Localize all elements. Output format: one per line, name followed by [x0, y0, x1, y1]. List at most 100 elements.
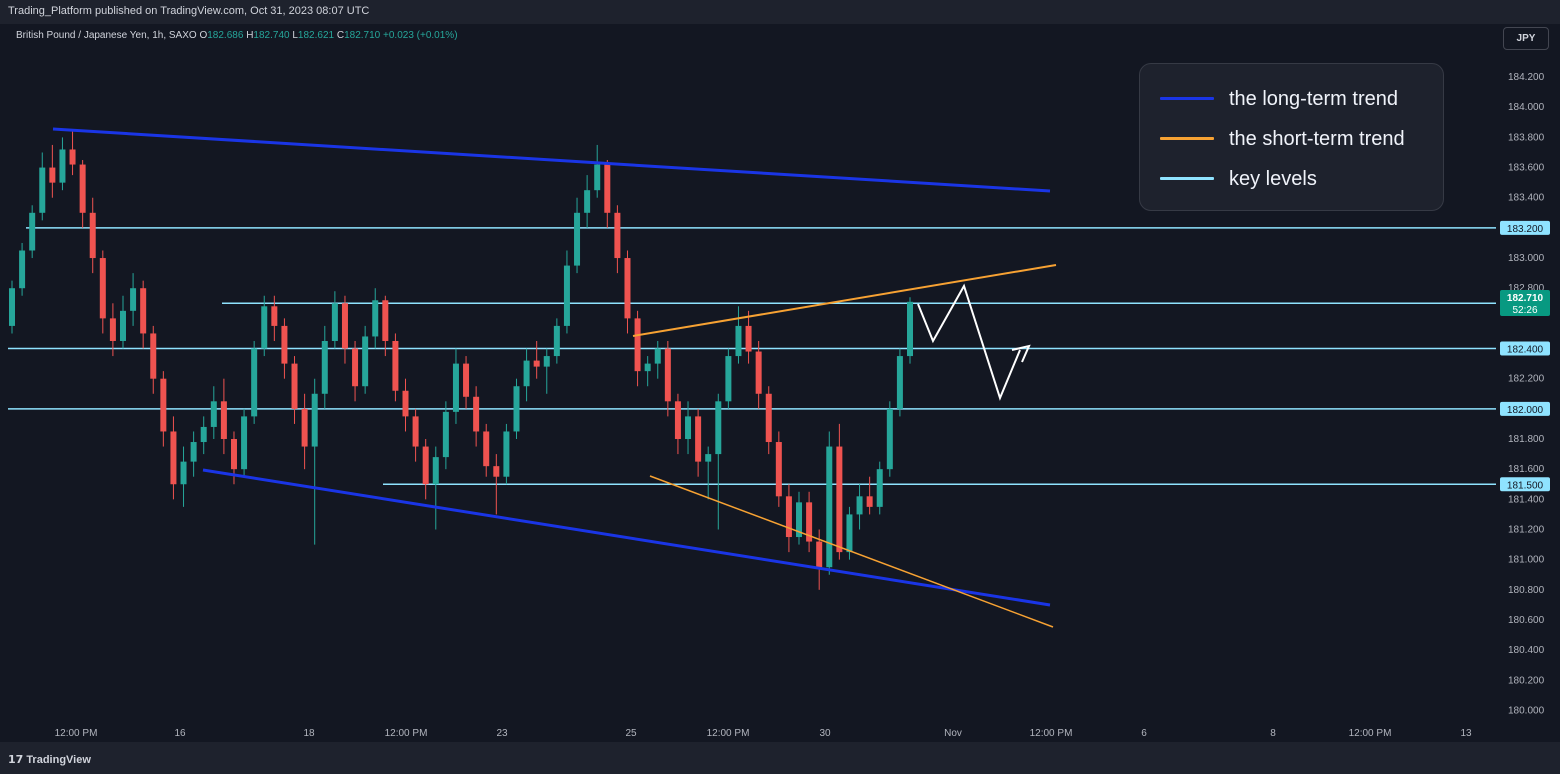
y-tick-label: 183.800 [1508, 132, 1545, 143]
candle-body [735, 325, 742, 357]
candle-body [543, 356, 550, 367]
candle-body [271, 306, 278, 326]
x-tick-label: 13 [1460, 728, 1472, 739]
candle-body [170, 431, 177, 485]
candle-body [311, 393, 318, 447]
candle-body [341, 303, 348, 349]
instrument-name: British Pound / Japanese Yen, 1h, SAXO [16, 30, 197, 41]
long-term-trend-upper [52, 127, 1051, 193]
candle-body [49, 167, 56, 183]
candle-body [674, 401, 681, 440]
candle-body [785, 496, 792, 538]
candle-body [614, 212, 621, 259]
key-level-badge [1500, 401, 1550, 416]
y-tick-label: 181.200 [1508, 524, 1545, 535]
footer-bar: 𝟭𝟳 TradingView [0, 742, 1560, 774]
candle-body [816, 541, 823, 568]
short-term-trend-upper [632, 264, 1057, 337]
candle-body [180, 461, 187, 485]
y-tick-label: 181.800 [1508, 434, 1545, 445]
candle-body [412, 416, 419, 447]
currency-button[interactable]: JPY [1503, 27, 1549, 50]
x-tick-label: 25 [625, 728, 637, 739]
key-level-badge [1500, 477, 1550, 492]
legend-swatch-long-term [1160, 97, 1214, 100]
candle-body [241, 416, 248, 470]
candle-body [563, 265, 570, 326]
candle-body [29, 212, 36, 251]
y-tick-label: 181.600 [1508, 464, 1545, 475]
candle-body [39, 167, 46, 213]
candle-body [251, 348, 258, 417]
candle-body [352, 348, 359, 387]
open-value: 182.686 [207, 30, 244, 41]
legend-label-long-term: the long-term trend [1229, 88, 1398, 110]
change-value: +0.023 (+0.01%) [383, 30, 458, 41]
current-price-countdown: 52:26 [1512, 305, 1537, 316]
candle-body [402, 390, 409, 417]
x-tick-label: 12:00 PM [707, 728, 750, 739]
high-label: H [246, 30, 254, 41]
candle-body [89, 212, 96, 259]
candle-body [230, 439, 237, 470]
candle-body [624, 258, 631, 319]
candle-body [553, 325, 560, 357]
candle-body [69, 149, 76, 165]
candle-body [806, 502, 813, 542]
candle-body [210, 401, 217, 427]
candle-body [422, 446, 429, 485]
candle-body [836, 446, 843, 553]
candle-body [523, 360, 530, 387]
candle-body [19, 250, 26, 289]
open-label: O [199, 30, 208, 41]
projection-arrowhead [1011, 344, 1031, 363]
candle-body [473, 396, 480, 432]
candle-body [695, 416, 702, 462]
candle-body [382, 300, 389, 341]
candle-body [856, 496, 863, 515]
legend-swatch-key-levels [1160, 177, 1214, 180]
x-tick-label: 23 [496, 728, 508, 739]
candle-body [261, 306, 268, 349]
instrument-legend: British Pound / Japanese Yen, 1h, SAXO O… [16, 30, 458, 41]
candle-body [745, 325, 752, 352]
footer-brand: TradingView [26, 754, 91, 766]
candle-body [866, 496, 873, 507]
candle-body [190, 442, 197, 462]
candle-body [907, 301, 913, 357]
y-tick-label: 180.600 [1508, 615, 1545, 626]
candle-body [321, 340, 328, 394]
candle-body [331, 303, 338, 341]
x-tick-label: 12:00 PM [1030, 728, 1073, 739]
candle-body [493, 466, 500, 477]
candle-body [281, 325, 288, 364]
candle-body [372, 300, 379, 337]
tradingview-logo[interactable]: 𝟭𝟳 TradingView [8, 753, 91, 766]
key-level-label: 182.000 [1507, 405, 1544, 416]
candle-body [664, 348, 671, 402]
trend-legend-box: the long-term trend the short-term trend… [1139, 63, 1444, 211]
x-tick-label: 12:00 PM [1349, 728, 1392, 739]
candle-body [503, 431, 510, 477]
candle-body [574, 212, 581, 266]
candle-body [99, 258, 106, 319]
candle-body [876, 469, 883, 507]
projection-path [917, 283, 1021, 401]
candle-body [725, 356, 732, 402]
candle-body [442, 411, 449, 458]
candle-body [826, 446, 833, 568]
candle-body [584, 190, 591, 213]
current-price-value: 182.710 [1507, 293, 1544, 304]
candle-body [463, 363, 470, 397]
candle-body [533, 360, 540, 367]
low-value: 182.621 [297, 30, 335, 41]
legend-label-short-term: the short-term trend [1229, 128, 1405, 150]
candle-body [9, 288, 15, 326]
candle-body [796, 502, 803, 538]
close-value: 182.710 [344, 30, 381, 41]
candle-body [685, 416, 692, 440]
candle-body [119, 310, 126, 341]
y-tick-label: 181.400 [1508, 494, 1545, 505]
y-tick-label: 180.800 [1508, 585, 1545, 596]
